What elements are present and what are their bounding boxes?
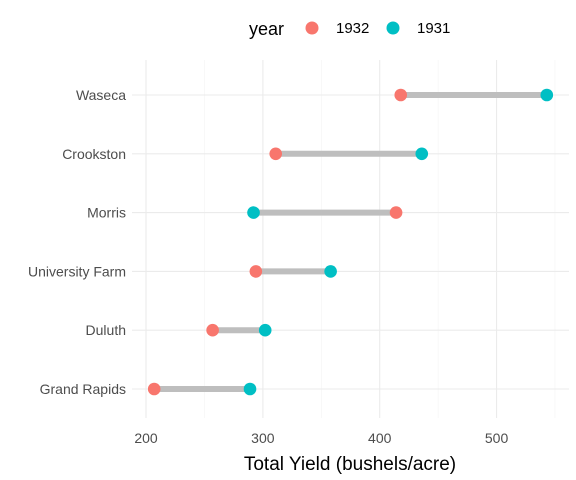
y-tick-label: Duluth: [86, 322, 126, 338]
y-tick-label: Grand Rapids: [40, 381, 126, 397]
point-1932: [389, 206, 403, 219]
points: [147, 88, 554, 396]
x-tick-label: 400: [368, 430, 392, 446]
point-1931: [324, 265, 337, 278]
point-1931: [247, 206, 260, 219]
point-1932: [249, 265, 263, 278]
legend-title: year: [249, 19, 284, 39]
legend-label-1932: 1932: [336, 20, 369, 37]
y-axis-ticks: Waseca Crookston Morris University Farm Dulu…: [28, 87, 126, 397]
connectors: [154, 92, 547, 392]
gridlines: [132, 60, 569, 418]
x-tick-label: 500: [485, 430, 509, 446]
point-1931: [258, 323, 272, 337]
point-1932: [269, 147, 283, 161]
point-1931: [243, 382, 257, 396]
x-tick-label: 200: [134, 430, 158, 446]
point-1932: [394, 88, 408, 102]
x-tick-label: 300: [251, 430, 275, 446]
y-tick-label: Waseca: [76, 87, 126, 103]
point-1931: [540, 88, 554, 102]
x-axis-title: Total Yield (bushels/acre): [244, 454, 456, 475]
y-tick-label: Crookston: [62, 146, 126, 162]
point-1932: [206, 323, 219, 337]
x-axis-ticks: 200 300 400 500: [134, 430, 508, 446]
y-tick-label: University Farm: [28, 263, 126, 279]
legend-key-1931: [386, 21, 400, 35]
y-tick-label: Morris: [87, 205, 126, 221]
legend: year 1932 1931: [249, 19, 450, 39]
legend-label-1931: 1931: [417, 20, 450, 37]
point-1932: [147, 382, 161, 396]
legend-key-1932: [305, 21, 319, 35]
point-1931: [415, 147, 429, 161]
